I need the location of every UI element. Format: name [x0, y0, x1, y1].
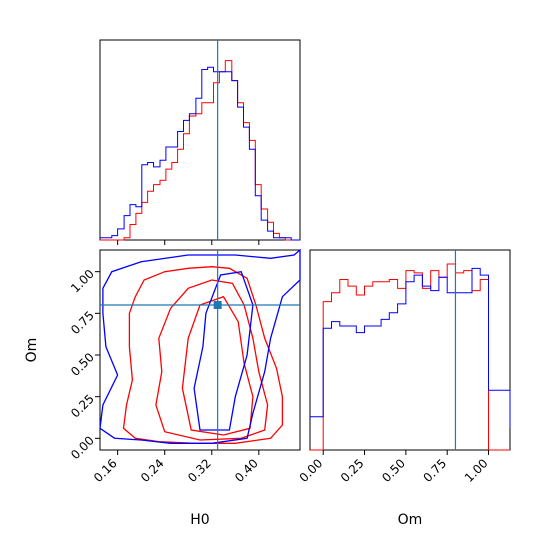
contour-red-level-1 — [122, 266, 284, 444]
xlabel-om: Om — [398, 512, 423, 528]
h0-hist-blue — [100, 66, 300, 241]
joint-panel — [99, 248, 301, 450]
om-hist-red — [310, 263, 510, 451]
ylabel-om: Om — [24, 338, 40, 363]
xlabel-h0: H0 — [190, 512, 209, 528]
contour-red-level-3 — [181, 295, 254, 436]
contour-blue-level-2 — [193, 270, 254, 431]
joint-frame — [99, 249, 301, 451]
contour-red-level-2 — [155, 279, 269, 441]
h0-marginal-panel — [100, 40, 300, 241]
om-marginal-frame — [309, 249, 511, 451]
om-hist-blue — [310, 267, 511, 428]
h0-marginal-frame — [99, 39, 301, 241]
contour-blue-level-1 — [99, 248, 301, 444]
om-marginal-panel — [310, 250, 511, 451]
joint-truth-marker — [213, 301, 222, 309]
